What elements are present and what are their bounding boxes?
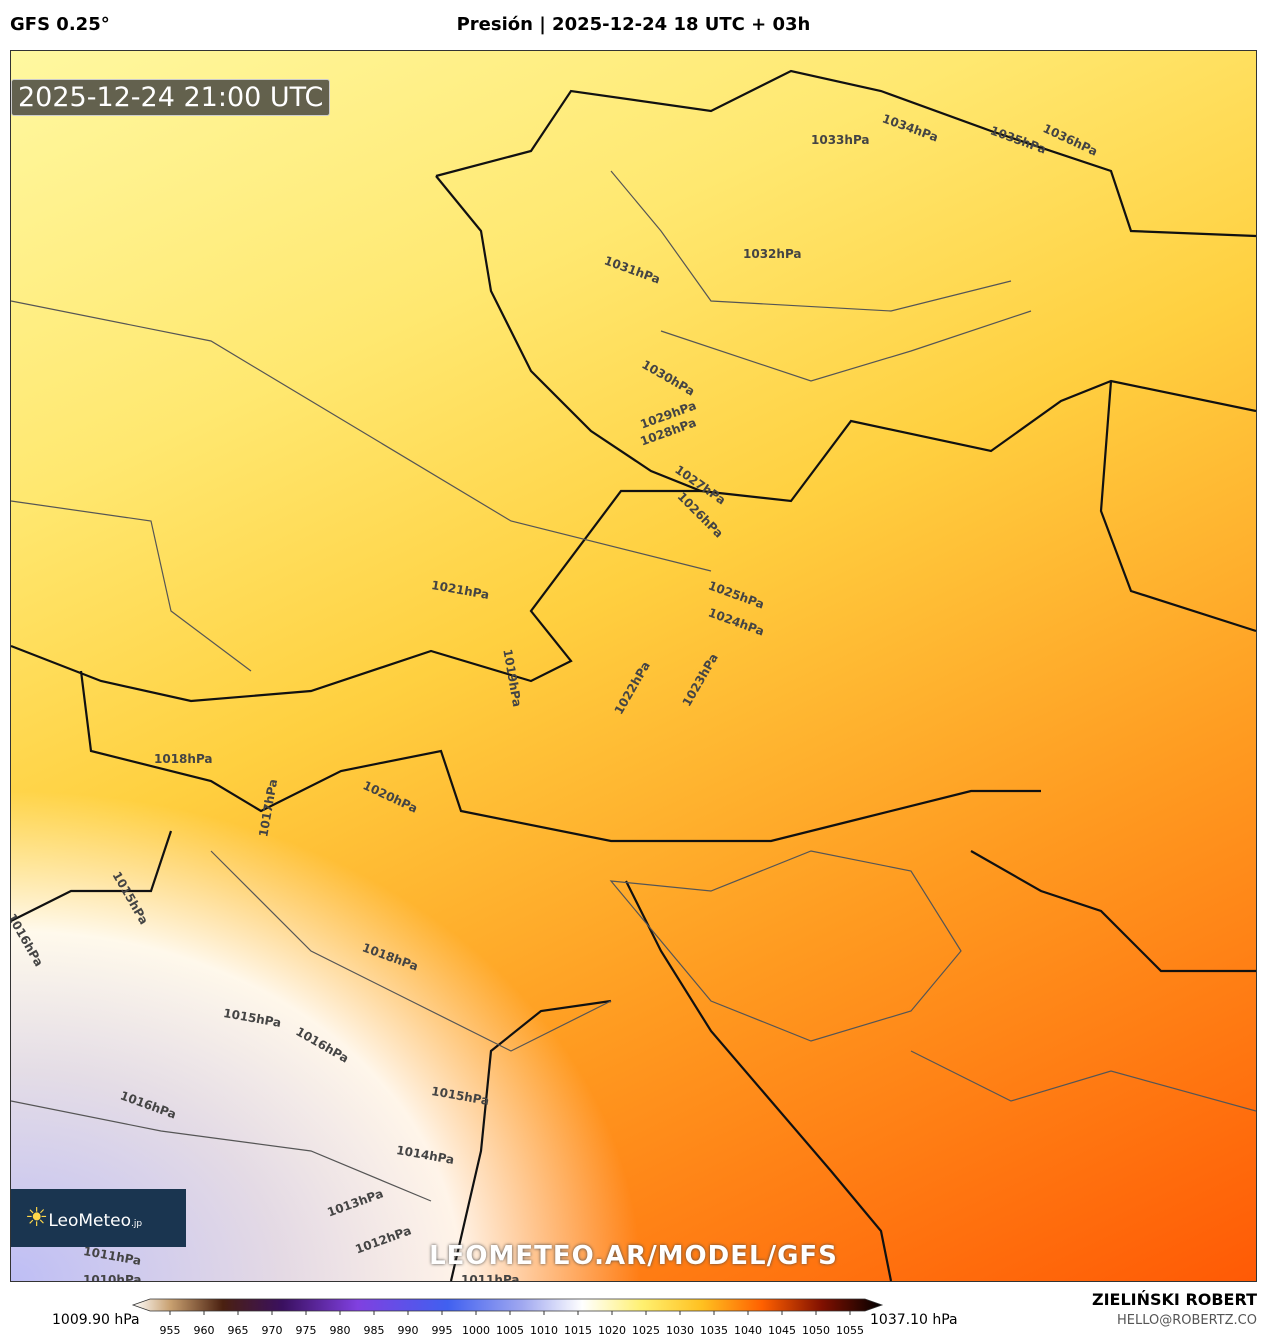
isobar-label: 1011hPa <box>461 1273 520 1282</box>
colorbar-tick-label: 1045 <box>768 1324 796 1337</box>
colorbar-tick-label: 1020 <box>598 1324 626 1337</box>
logo-text: LeoMeteo <box>48 1211 131 1231</box>
colorbar-tick-label: 1050 <box>802 1324 830 1337</box>
colorbar-tick-label: 1040 <box>734 1324 762 1337</box>
colorbar: 955 960 965 970 975 980 985 990 995 1000 1005 1010 1… <box>131 1298 884 1337</box>
isobar-label: 1032hPa <box>743 247 802 261</box>
colorbar-tick-label: 965 <box>228 1324 249 1337</box>
timestamp: 2025-12-24 21:00 UTC <box>11 79 331 116</box>
colorbar-tick-label: 985 <box>364 1324 385 1337</box>
isobar-label: 1033hPa <box>811 133 870 147</box>
colorbar-tick-label: 955 <box>160 1324 181 1337</box>
title: Presión | 2025-12-24 18 UTC + 03h <box>456 14 811 35</box>
colorbar-tick-label: 1025 <box>632 1324 660 1337</box>
isobar-label: 1010hPa <box>83 1273 142 1282</box>
borders <box>11 69 1256 1281</box>
colorbar-tick-label: 1005 <box>496 1324 524 1337</box>
colorbar-tick-label: 995 <box>432 1324 453 1337</box>
colorbar-tick-label: 960 <box>194 1324 215 1337</box>
author: ZIELIŃSKI ROBERT <box>1091 1290 1257 1309</box>
colorbar-tick-label: 1015 <box>564 1324 592 1337</box>
map: 2025-12-24 21:00 UTC 1033hPa 1034hPa 1035h… <box>10 50 1257 1282</box>
colorbar-tick-label: 975 <box>296 1324 317 1337</box>
colorbar-tick-label: 970 <box>262 1324 283 1337</box>
colorbar-tick-label: 980 <box>330 1324 351 1337</box>
colorbar-min: 1009.90 hPa <box>52 1312 140 1328</box>
colorbar-tick-label: 1035 <box>700 1324 728 1337</box>
colorbar-tick-label: 1010 <box>530 1324 558 1337</box>
email: HELLO@ROBERTZ.CO <box>1116 1313 1257 1328</box>
model-name: GFS 0.25° <box>10 14 110 35</box>
watermark: LEOMETEO.AR/MODEL/GFS <box>429 1241 838 1271</box>
logo-suffix: .jp <box>131 1219 143 1229</box>
isobar-label: 1018hPa <box>154 752 213 766</box>
logo-box: ☀LeoMeteo.jp <box>11 1189 186 1247</box>
colorbar-tick-label: 1030 <box>666 1324 694 1337</box>
colorbar-tick-label: 990 <box>398 1324 419 1337</box>
colorbar-max: 1037.10 hPa <box>870 1312 958 1328</box>
colorbar-tick-label: 1055 <box>836 1324 864 1337</box>
colorbar-tick-label: 1000 <box>462 1324 490 1337</box>
